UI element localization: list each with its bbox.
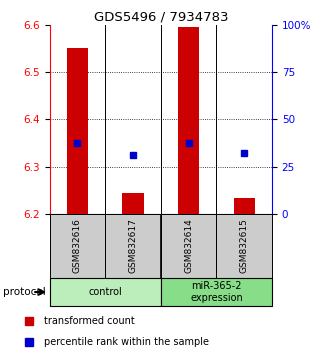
Bar — [161, 214, 216, 278]
Bar — [161, 278, 272, 306]
Bar — [105, 214, 161, 278]
Text: protocol: protocol — [3, 287, 46, 297]
Title: GDS5496 / 7934783: GDS5496 / 7934783 — [93, 11, 228, 24]
Text: transformed count: transformed count — [44, 316, 135, 326]
Bar — [50, 278, 161, 306]
Text: GSM832614: GSM832614 — [184, 219, 193, 273]
Text: percentile rank within the sample: percentile rank within the sample — [44, 337, 209, 347]
Text: control: control — [88, 287, 122, 297]
Bar — [178, 27, 199, 214]
Bar — [67, 48, 88, 214]
Text: GSM832616: GSM832616 — [73, 218, 82, 274]
Bar — [216, 214, 272, 278]
Text: GSM832615: GSM832615 — [240, 218, 249, 274]
Bar — [123, 193, 144, 214]
Bar — [234, 198, 255, 214]
Text: GSM832617: GSM832617 — [129, 218, 138, 274]
Text: miR-365-2
expression: miR-365-2 expression — [190, 281, 243, 303]
Bar — [50, 214, 105, 278]
